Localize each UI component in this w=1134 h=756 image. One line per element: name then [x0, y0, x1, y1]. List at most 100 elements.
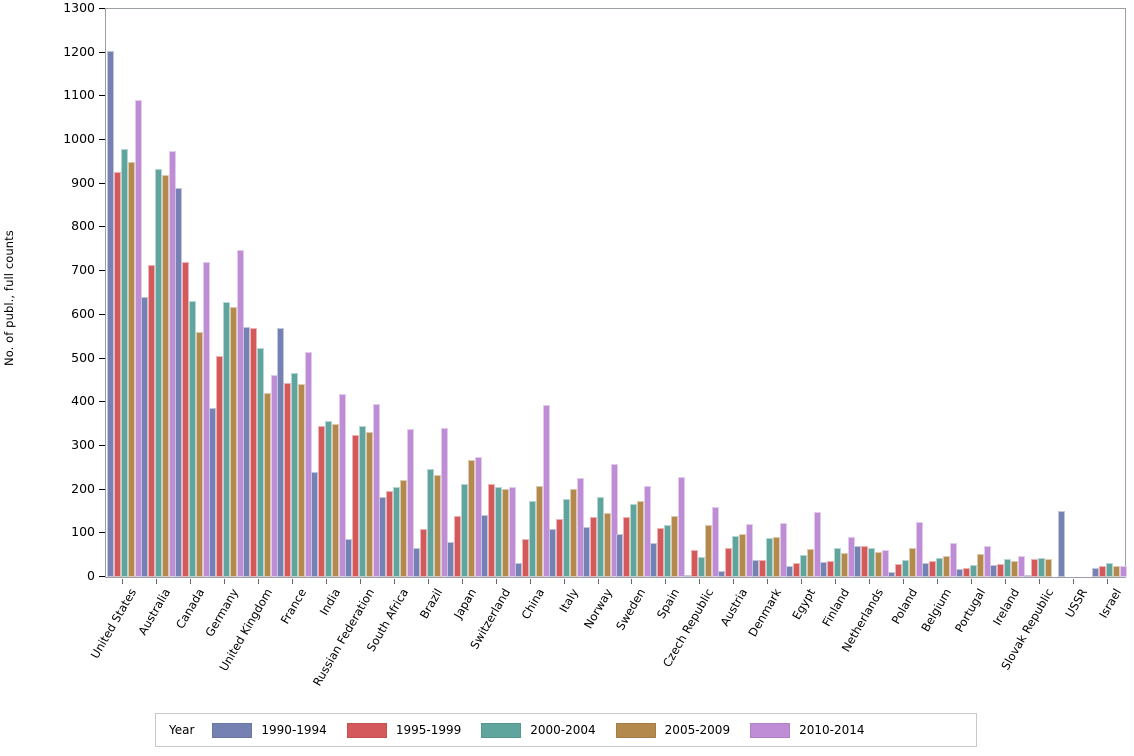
bar[interactable]	[854, 546, 862, 577]
bar[interactable]	[188, 300, 196, 577]
bar[interactable]	[916, 521, 924, 577]
bar[interactable]	[1018, 556, 1026, 577]
bar[interactable]	[399, 480, 407, 577]
bar[interactable]	[684, 574, 692, 577]
bar[interactable]	[378, 496, 386, 577]
bar[interactable]	[460, 483, 468, 577]
bar[interactable]	[1106, 563, 1114, 577]
bar[interactable]	[147, 265, 155, 577]
bar[interactable]	[657, 528, 665, 577]
bar[interactable]	[712, 507, 720, 577]
bar[interactable]	[310, 472, 318, 577]
bar[interactable]	[705, 525, 713, 577]
bar[interactable]	[419, 528, 427, 577]
bar[interactable]	[800, 554, 808, 577]
bar[interactable]	[487, 484, 495, 577]
bar[interactable]	[365, 431, 373, 577]
bar[interactable]	[113, 171, 121, 577]
bar[interactable]	[562, 499, 570, 577]
bar[interactable]	[290, 373, 298, 577]
bar[interactable]	[766, 538, 774, 577]
bar[interactable]	[841, 552, 849, 577]
bar[interactable]	[161, 174, 169, 577]
bar[interactable]	[555, 519, 563, 577]
bar[interactable]	[664, 524, 672, 577]
bar[interactable]	[820, 562, 828, 577]
bar[interactable]	[827, 561, 835, 577]
bar[interactable]	[678, 476, 686, 577]
bar[interactable]	[569, 488, 577, 577]
bar[interactable]	[1120, 566, 1128, 577]
bar[interactable]	[698, 557, 706, 577]
bar[interactable]	[977, 553, 985, 577]
bar[interactable]	[392, 487, 400, 577]
bar[interactable]	[596, 496, 604, 577]
bar[interactable]	[943, 555, 951, 577]
bar[interactable]	[521, 539, 529, 577]
legend-item[interactable]: 1995-1999	[346, 722, 461, 738]
bar[interactable]	[120, 149, 128, 577]
bar[interactable]	[936, 558, 944, 577]
bar[interactable]	[372, 403, 380, 577]
bar[interactable]	[154, 168, 162, 577]
bar[interactable]	[433, 475, 441, 577]
bar[interactable]	[412, 548, 420, 577]
bar[interactable]	[263, 392, 271, 577]
bar[interactable]	[283, 382, 291, 577]
bar[interactable]	[426, 468, 434, 577]
bar[interactable]	[888, 572, 896, 577]
bar[interactable]	[861, 545, 869, 577]
bar[interactable]	[780, 523, 788, 577]
legend-item[interactable]: 2010-2014	[750, 722, 865, 738]
bar[interactable]	[1113, 566, 1121, 577]
bar[interactable]	[1099, 566, 1107, 577]
bar[interactable]	[882, 549, 890, 577]
bar[interactable]	[868, 548, 876, 577]
bar[interactable]	[718, 570, 726, 577]
bar[interactable]	[304, 352, 312, 577]
bar[interactable]	[467, 459, 475, 577]
bar[interactable]	[528, 500, 536, 577]
bar[interactable]	[902, 559, 910, 577]
bar[interactable]	[610, 464, 618, 577]
bar[interactable]	[440, 428, 448, 577]
bar[interactable]	[514, 562, 522, 577]
bar[interactable]	[895, 563, 903, 577]
bar[interactable]	[127, 162, 135, 577]
bar[interactable]	[140, 296, 148, 577]
bar[interactable]	[671, 516, 679, 577]
bar[interactable]	[453, 516, 461, 577]
bar[interactable]	[480, 515, 488, 577]
bar[interactable]	[174, 188, 182, 577]
bar[interactable]	[242, 327, 250, 577]
bar[interactable]	[956, 568, 964, 577]
bar[interactable]	[950, 543, 958, 577]
bar[interactable]	[256, 348, 264, 577]
bar[interactable]	[297, 384, 305, 577]
bar[interactable]	[535, 485, 543, 577]
bar[interactable]	[1011, 561, 1019, 577]
bar[interactable]	[630, 504, 638, 577]
bar[interactable]	[929, 561, 937, 577]
bar[interactable]	[385, 491, 393, 577]
bar[interactable]	[446, 541, 454, 577]
bar[interactable]	[759, 559, 767, 577]
bar[interactable]	[644, 485, 652, 577]
bar[interactable]	[650, 542, 658, 577]
bar[interactable]	[984, 545, 992, 577]
bar[interactable]	[793, 563, 801, 577]
bar[interactable]	[344, 539, 352, 577]
bar[interactable]	[351, 435, 359, 577]
bar[interactable]	[181, 262, 189, 577]
bar[interactable]	[582, 527, 590, 577]
bar[interactable]	[807, 549, 815, 577]
bar[interactable]	[276, 327, 284, 577]
legend-item[interactable]: 1990-1994	[212, 722, 327, 738]
bar[interactable]	[922, 562, 930, 577]
bar[interactable]	[637, 500, 645, 577]
bar[interactable]	[1031, 559, 1039, 577]
bar[interactable]	[249, 327, 257, 577]
legend-item[interactable]: 2000-2004	[481, 722, 596, 738]
bar[interactable]	[752, 560, 760, 577]
bar[interactable]	[324, 420, 332, 577]
